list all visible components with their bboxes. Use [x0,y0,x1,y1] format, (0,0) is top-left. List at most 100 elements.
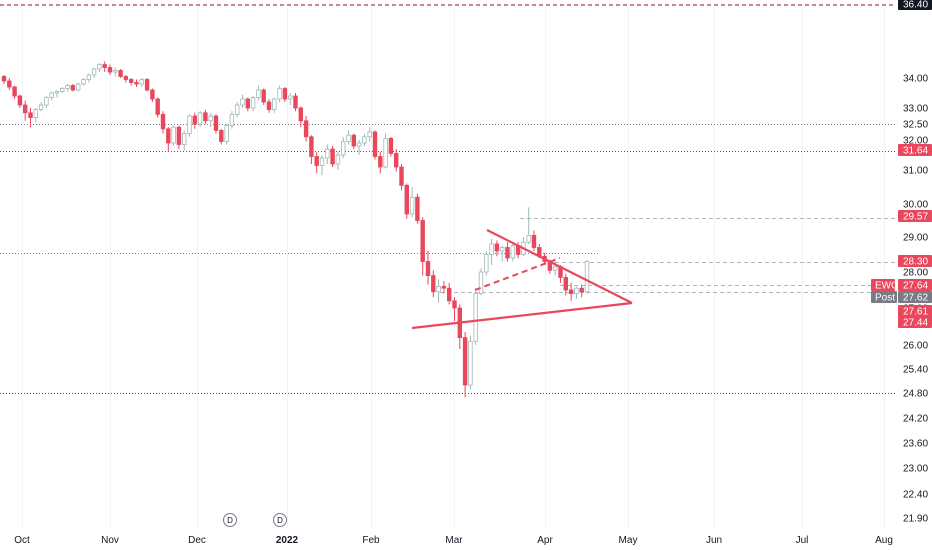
candle [70,84,76,92]
candle-body [335,154,341,165]
candle [457,304,462,349]
candle-body [38,104,44,110]
y-tick-label: 23.00 [903,464,928,475]
candle [468,335,473,389]
candle-body [383,137,388,168]
candle [340,136,346,158]
candle-body [250,97,256,109]
candle [60,87,65,93]
candle [12,85,17,99]
candle-body [489,243,494,255]
candle-body [86,74,91,80]
price-tag-box [898,316,932,328]
candle-body [346,134,351,142]
candle [123,75,129,83]
candle-body [91,68,97,76]
price-tag-27-61: 27.61 [898,305,932,318]
candle [277,85,282,102]
candle-body [478,271,484,295]
candle-body [213,115,219,131]
candle-body [362,136,367,144]
price-tag-prefix-box [871,279,895,291]
candle-body [579,287,584,293]
candle [38,102,44,112]
candle [287,93,293,105]
dividend-marker-circle [273,513,287,527]
candle-body [568,289,574,294]
candle-body [399,166,404,186]
candle [240,94,245,108]
candle [531,230,537,251]
candle [107,64,113,75]
candle-body [425,261,431,277]
candle-body [150,89,155,100]
y-tick-label: 25.40 [903,365,928,376]
candle [17,94,23,108]
candle [1,75,7,84]
dividend-marker-circle [223,513,237,527]
time-axis[interactable]: Oct Nov Dec 2022 Feb Mar Apr May Jun Jul Aug [14,535,893,546]
candle-body [203,112,208,122]
y-tick-label: 21.90 [903,514,928,525]
candle [139,78,144,87]
candle-body [12,86,17,97]
candle-body [134,82,139,85]
x-tick-label: Nov [101,535,119,546]
candle-body [584,261,590,293]
y-tick-label: 23.60 [903,439,928,450]
candle-body [187,115,192,135]
candle-body [22,104,28,114]
price-tag-prefix: EWG [875,281,899,292]
price-tag-label: 29.57 [903,212,928,223]
candle [171,125,176,146]
price-tag-label: 36.40 [903,0,928,11]
dividend-marker: D [223,513,237,527]
candle-body [351,134,356,147]
x-tick-label: Feb [362,535,380,546]
candle-body [166,128,171,144]
candle-body [436,285,441,293]
candle-body [415,196,420,221]
candle [293,93,298,112]
candle-body [473,293,478,342]
triangle-resistance-line [486,229,633,304]
y-tick-label: 32.00 [903,136,928,147]
candle-body [452,300,457,309]
price-tag-box [898,210,932,222]
candle-body [7,80,12,88]
candle [356,140,362,155]
candle [446,282,452,305]
candle [574,286,579,299]
price-tag-box [898,291,932,303]
y-tick-label: 24.20 [903,414,928,425]
price-tag-label: 27.64 [903,281,928,292]
candle [97,63,102,72]
candle [563,273,568,296]
price-tags: 36.40 31.64 29.57 28.30 EWG 27.64 Post 27.62 27.… [871,0,932,329]
candle [330,146,335,167]
x-tick-label: Jun [706,535,722,546]
price-tag-label: 27.44 [903,318,928,329]
candle-body [118,70,123,77]
candle [7,78,12,90]
candle [431,270,436,298]
candle [213,114,219,134]
candle-body [171,126,176,144]
candle-body [526,234,531,243]
candle [478,268,484,296]
candle-body [378,156,383,168]
y-tick-label: 31.00 [903,166,928,177]
candle-body [420,220,425,262]
candle-body [340,141,346,156]
candle-body [499,247,505,252]
candle-body [261,89,266,103]
candle [203,109,208,124]
candle-body [234,104,240,115]
candle-body [431,275,436,293]
candle [208,112,213,128]
candle-body [155,98,160,115]
candle [425,251,431,285]
candle [309,135,314,164]
